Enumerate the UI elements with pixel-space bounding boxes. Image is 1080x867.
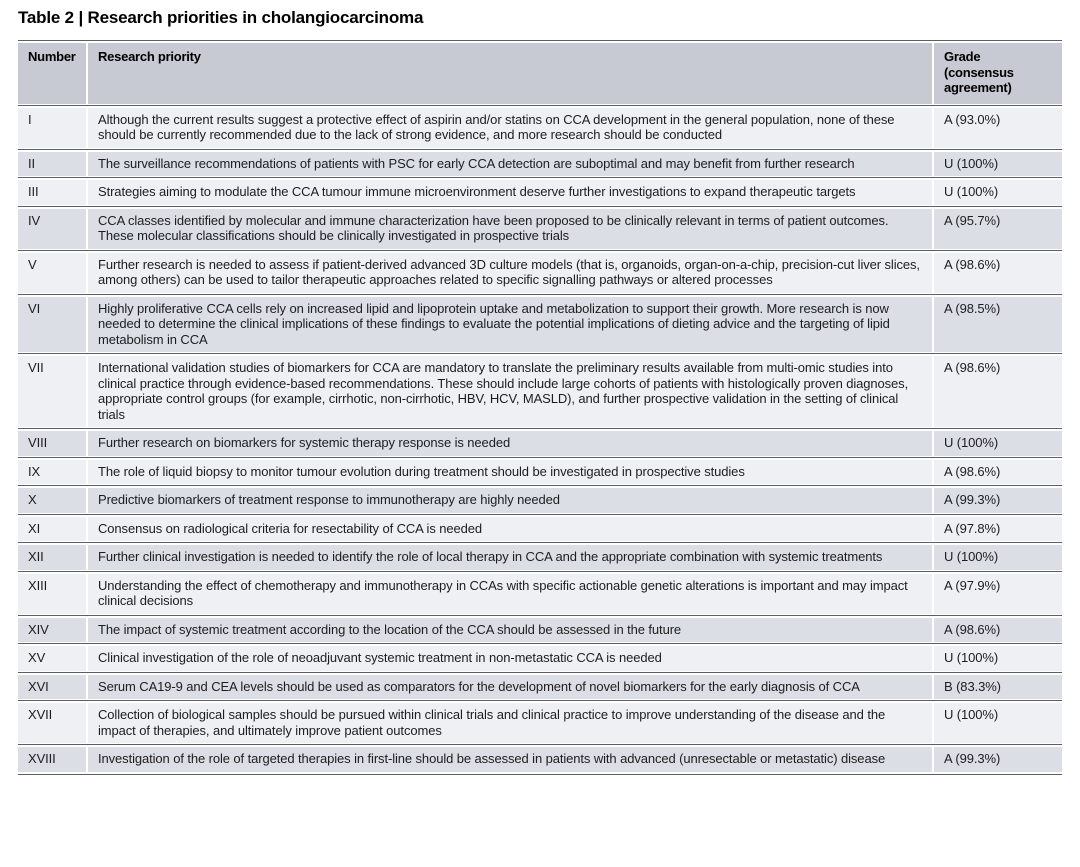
table-row: XV Clinical investigation of the role of… <box>18 643 1062 671</box>
table-row: III Strategies aiming to modulate the CC… <box>18 177 1062 205</box>
row-grade-cell: U (100%) <box>934 151 1062 176</box>
page: Table 2 | Research priorities in cholang… <box>18 8 1062 775</box>
table-row: XVI Serum CA19-9 and CEA levels should b… <box>18 671 1062 699</box>
row-grade-cell: A (98.6%) <box>934 252 1062 293</box>
table-row: VI Highly proliferative CCA cells rely o… <box>18 293 1062 352</box>
row-grade-cell: U (100%) <box>934 545 1062 570</box>
row-grade-cell: A (98.5%) <box>934 296 1062 352</box>
table-row: IX The role of liquid biopsy to monitor … <box>18 456 1062 484</box>
table-row: XVII Collection of biological samples sh… <box>18 700 1062 743</box>
table-header-row: Number Research priority Grade (consensu… <box>18 40 1062 104</box>
row-number-cell: II <box>18 151 86 176</box>
row-number-cell: VIII <box>18 431 86 456</box>
row-number-cell: XIV <box>18 617 86 642</box>
row-grade-cell: B (83.3%) <box>934 674 1062 699</box>
row-priority-cell: Serum CA19-9 and CEA levels should be us… <box>88 674 932 699</box>
table-row: VII International validation studies of … <box>18 353 1062 427</box>
row-grade-cell: A (93.0%) <box>934 107 1062 148</box>
row-grade-cell: A (98.6%) <box>934 617 1062 642</box>
row-grade-cell: A (99.3%) <box>934 747 1062 772</box>
row-grade-cell: U (100%) <box>934 703 1062 743</box>
row-priority-cell: Further research is needed to assess if … <box>88 252 932 293</box>
row-grade-cell: U (100%) <box>934 180 1062 205</box>
row-number-cell: XI <box>18 516 86 541</box>
row-grade-cell: A (95.7%) <box>934 208 1062 249</box>
table-row: IV CCA classes identified by molecular a… <box>18 205 1062 249</box>
row-grade-cell: A (98.6%) <box>934 356 1062 427</box>
row-grade-cell: A (98.6%) <box>934 459 1062 484</box>
row-priority-cell: Highly proliferative CCA cells rely on i… <box>88 296 932 352</box>
research-priorities-table: Number Research priority Grade (consensu… <box>18 40 1062 775</box>
row-grade-cell: A (99.3%) <box>934 488 1062 513</box>
table-row: XI Consensus on radiological criteria fo… <box>18 513 1062 541</box>
row-priority-cell: Further research on biomarkers for syste… <box>88 431 932 456</box>
row-number-cell: XIII <box>18 573 86 614</box>
row-number-cell: I <box>18 107 86 148</box>
row-number-cell: XVIII <box>18 747 86 772</box>
column-header-number: Number <box>18 43 86 104</box>
row-number-cell: III <box>18 180 86 205</box>
row-priority-cell: Collection of biological samples should … <box>88 703 932 743</box>
row-priority-cell: Understanding the effect of chemotherapy… <box>88 573 932 614</box>
row-priority-cell: Predictive biomarkers of treatment respo… <box>88 488 932 513</box>
table-row: XIII Understanding the effect of chemoth… <box>18 570 1062 614</box>
row-number-cell: XVI <box>18 674 86 699</box>
row-priority-cell: Consensus on radiological criteria for r… <box>88 516 932 541</box>
row-grade-cell: U (100%) <box>934 431 1062 456</box>
row-priority-cell: CCA classes identified by molecular and … <box>88 208 932 249</box>
row-priority-cell: The surveillance recommendations of pati… <box>88 151 932 176</box>
row-priority-cell: Investigation of the role of targeted th… <box>88 747 932 772</box>
table-row: XVIII Investigation of the role of targe… <box>18 744 1062 772</box>
row-grade-cell: A (97.8%) <box>934 516 1062 541</box>
row-number-cell: V <box>18 252 86 293</box>
row-number-cell: XV <box>18 646 86 671</box>
row-priority-cell: Clinical investigation of the role of ne… <box>88 646 932 671</box>
table-row: X Predictive biomarkers of treatment res… <box>18 485 1062 513</box>
row-priority-cell: Although the current results suggest a p… <box>88 107 932 148</box>
table-row: XII Further clinical investigation is ne… <box>18 542 1062 570</box>
table-row: I Although the current results suggest a… <box>18 104 1062 148</box>
row-number-cell: X <box>18 488 86 513</box>
row-priority-cell: International validation studies of biom… <box>88 356 932 427</box>
row-priority-cell: Strategies aiming to modulate the CCA tu… <box>88 180 932 205</box>
table-row: II The surveillance recommendations of p… <box>18 148 1062 176</box>
table-row: XIV The impact of systemic treatment acc… <box>18 614 1062 642</box>
row-number-cell: VII <box>18 356 86 427</box>
table-row: V Further research is needed to assess i… <box>18 249 1062 293</box>
column-header-priority: Research priority <box>88 43 932 104</box>
row-priority-cell: The role of liquid biopsy to monitor tum… <box>88 459 932 484</box>
table-title: Table 2 | Research priorities in cholang… <box>18 8 424 27</box>
row-number-cell: IX <box>18 459 86 484</box>
row-grade-cell: A (97.9%) <box>934 573 1062 614</box>
row-number-cell: IV <box>18 208 86 249</box>
row-priority-cell: The impact of systemic treatment accordi… <box>88 617 932 642</box>
table-row: VIII Further research on biomarkers for … <box>18 428 1062 456</box>
row-number-cell: XII <box>18 545 86 570</box>
row-grade-cell: U (100%) <box>934 646 1062 671</box>
row-priority-cell: Further clinical investigation is needed… <box>88 545 932 570</box>
row-number-cell: VI <box>18 296 86 352</box>
column-header-grade: Grade (consensus agreement) <box>934 43 1062 104</box>
row-number-cell: XVII <box>18 703 86 743</box>
